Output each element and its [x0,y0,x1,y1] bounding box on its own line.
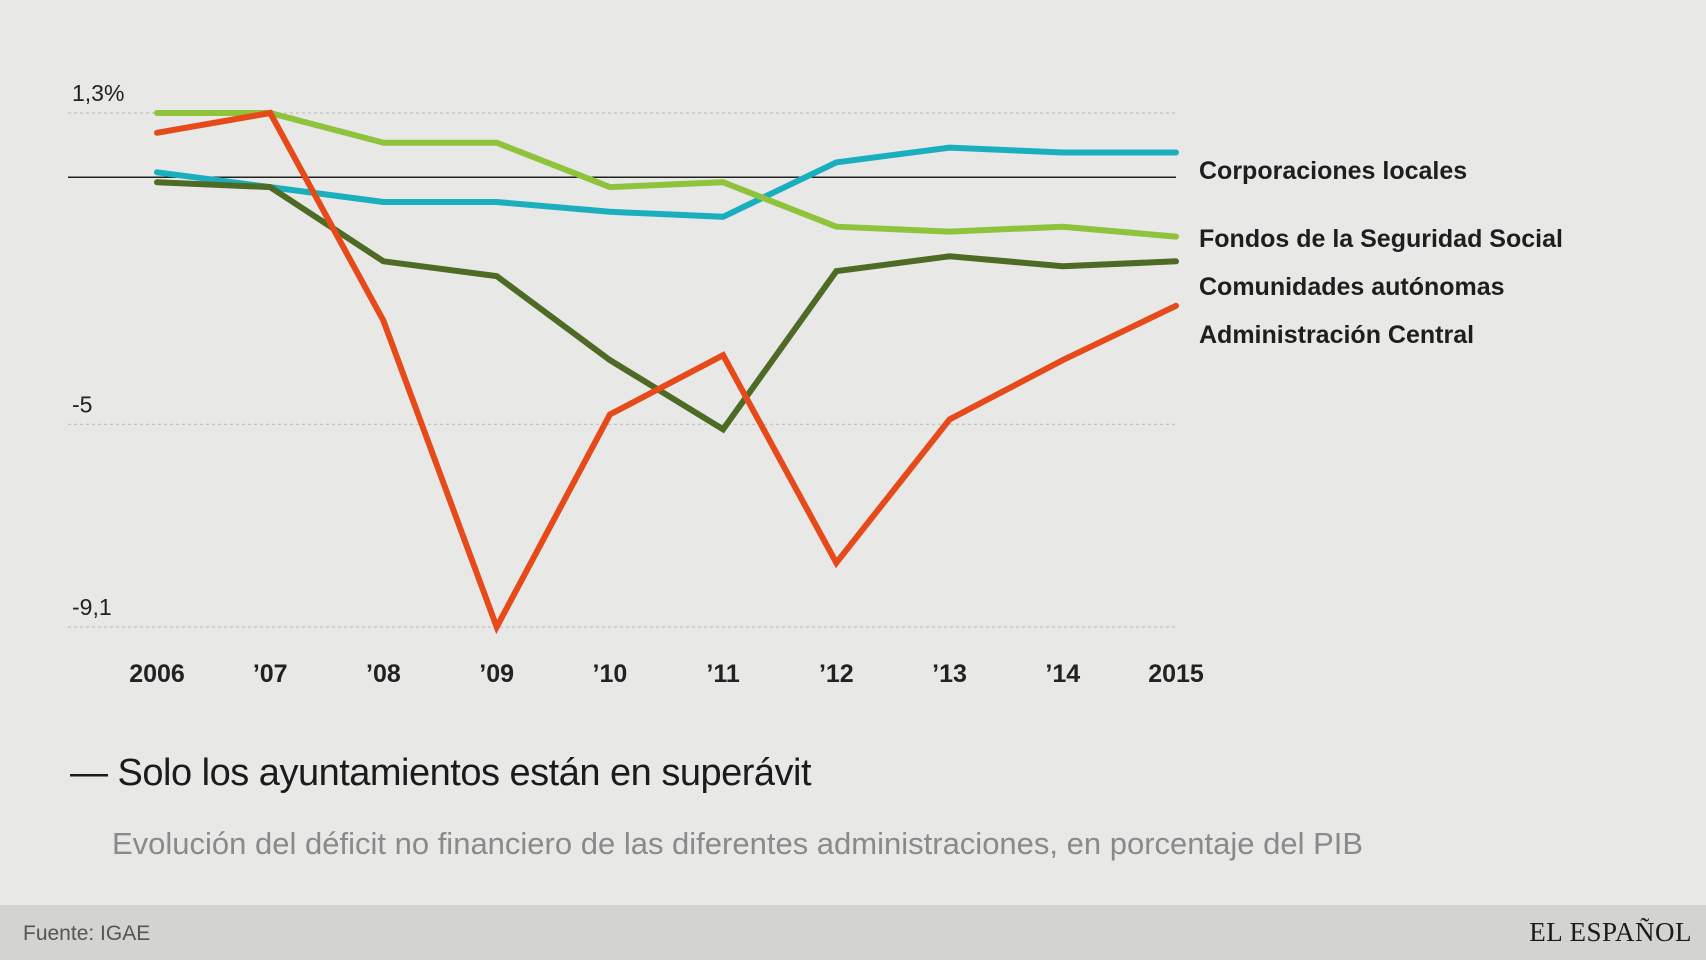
source-note: Fuente: IGAE [23,922,151,945]
x-tick-label: ’08 [366,660,401,688]
x-tick-label: ’11 [706,660,739,688]
x-tick-label: ’12 [819,660,854,688]
series-labels: Corporaciones locales Fondos de la Seguri… [1199,157,1563,349]
series-label-corporaciones-locales: Corporaciones locales [1199,157,1467,185]
series-line-corporaciones-locales [154,144,1179,220]
x-tick-label: ’10 [593,660,628,688]
x-tick-label: ’09 [479,660,514,688]
gridlines [68,112,1176,628]
chart-title: — Solo los ayuntamientos están en superá… [70,752,812,794]
series-label-comunidades-autonomas: Comunidades autónomas [1199,273,1505,301]
y-axis-ticks: 1,3% -5 -9,1 [72,80,124,620]
y-tick-label: -5 [72,391,92,417]
brand-logo: EL ESPAÑOL [1529,917,1692,947]
x-tick-label: ’07 [253,660,288,688]
x-axis-ticks: 2006 ’07 ’08 ’09 ’10 ’11 ’12 ’13 ’14 2015 [129,660,1204,688]
series-lines [154,109,1179,635]
x-tick-label: ’13 [932,660,967,688]
x-tick-label: 2015 [1148,660,1204,688]
series-line-administracion-central [154,109,1179,635]
y-tick-label: 1,3% [72,80,124,106]
y-tick-label: -9,1 [72,594,112,620]
line-chart: 1,3%-5-9,1 2006’07’08’09’10’11’12’13’14 2… [68,80,1563,688]
series-label-fondos-de-la-seguridad-social: Fondos de la Seguridad Social [1199,225,1563,253]
series-line-fondos-de-la-seguridad-social [154,110,1179,240]
x-tick-label: 2006 [129,660,185,688]
footer-bar: Fuente: IGAE EL ESPAÑOL [0,905,1706,960]
x-tick-label: ’14 [1045,660,1080,688]
chart-subtitle: Evolución del déficit no financiero de l… [112,826,1364,861]
series-line-comunidades-autonomas [154,179,1179,434]
series-label-administracion-central: Administración Central [1199,321,1474,349]
